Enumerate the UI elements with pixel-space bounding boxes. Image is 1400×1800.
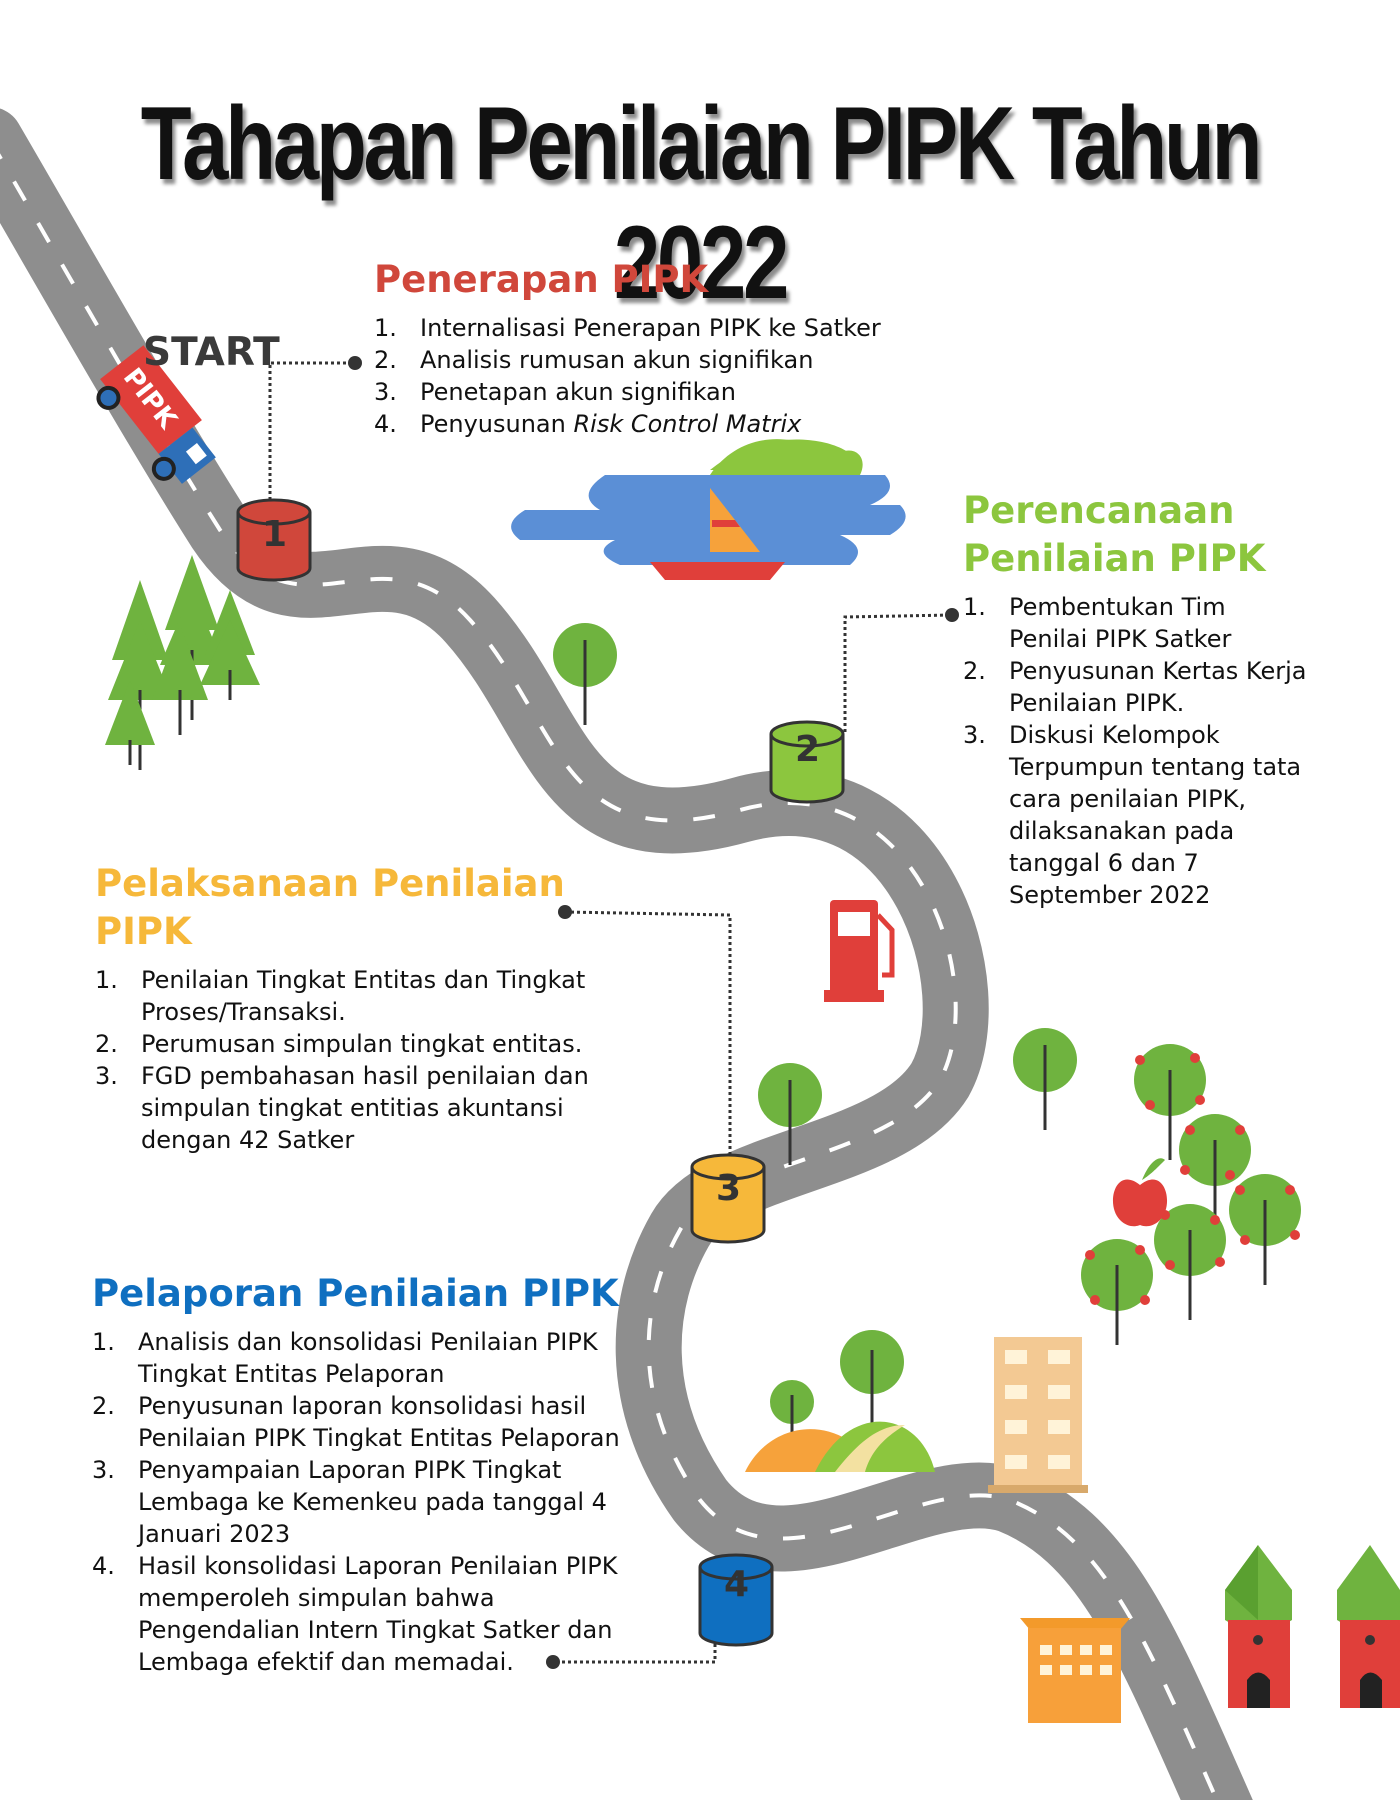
list-item: 4. Penyusunan Risk Control Matrix	[374, 410, 802, 438]
marker-2: 2	[769, 720, 845, 804]
svg-text:4: 4	[724, 1564, 749, 1605]
stage-4-title: Pelaporan Penilaian PIPK	[92, 1272, 619, 1315]
start-label: START	[143, 330, 280, 375]
building-icon	[988, 1337, 1088, 1493]
page-title: Tahapan Penilaian PIPK Tahun 2022	[140, 86, 1263, 321]
houses-icon	[1225, 1545, 1400, 1708]
list-item: 2. Analisis rumusan akun signifikan	[374, 346, 814, 374]
stage-4-pelaporan: Pelaporan Penilaian PIPK 1. Analisis dan …	[92, 1270, 652, 1678]
stage-1-list: 1. Internalisasi Penerapan PIPK ke Satker…	[374, 312, 934, 440]
stage-3-list: 1. Penilaian Tingkat Entitas dan Tingkat P…	[95, 964, 615, 1156]
stage-3-title: Pelaksanaan Penilaian PIPK	[95, 862, 565, 953]
road-center-line	[0, 153, 1219, 1800]
stage-2-perencanaan: Perencanaan Penilaian PIPK 1. Pembentukan …	[963, 487, 1353, 911]
list-item: 3. FGD pembahasan hasil penilaian dan simp…	[95, 1062, 589, 1154]
marker-3: 3	[690, 1153, 766, 1244]
list-item: 3. Penyampaian Laporan PIPK Tingkat Lembag…	[92, 1456, 607, 1548]
list-item: 1. Internalisasi Penerapan PIPK ke Satker	[374, 314, 881, 342]
list-item: 3. Diskusi Kelompok Terpumpun tentang tata…	[963, 721, 1302, 909]
list-item: 1. Penilaian Tingkat Entitas dan Tingkat P…	[95, 966, 586, 1026]
list-item: 3. Penetapan akun signifikan	[374, 378, 736, 406]
shop-icon	[1020, 1618, 1130, 1723]
round-tree-icon	[553, 623, 1077, 1445]
svg-text:3: 3	[716, 1168, 741, 1209]
marker-4: 4	[698, 1553, 774, 1647]
stage-2-list: 1. Pembentukan Tim Penilai PIPK Satker 2. P…	[963, 591, 1353, 911]
pine-trees-icon	[105, 555, 260, 770]
lake-icon	[511, 439, 906, 580]
stage-2-title: Perencanaan Penilaian PIPK	[963, 489, 1266, 580]
hills-icon	[745, 1421, 935, 1472]
stage-3-pelaksanaan: Pelaksanaan Penilaian PIPK 1. Penilaian Ti…	[95, 860, 615, 1156]
list-item: 2. Penyusunan Kertas Kerja Penilaian PIPK.	[963, 657, 1307, 717]
list-item: 2. Penyusunan laporan konsolidasi hasil Pe…	[92, 1392, 620, 1452]
truck-icon: PIPK	[96, 345, 216, 484]
list-item: 1. Analisis dan konsolidasi Penilaian PIP…	[92, 1328, 598, 1388]
list-item: 4. Hasil konsolidasi Laporan Penilaian PI…	[92, 1552, 618, 1676]
list-item: 2. Perumusan simpulan tingkat entitas.	[95, 1030, 583, 1058]
gas-pump-icon	[824, 900, 895, 1002]
stage-1-penerapan: Penerapan PIPK 1. Internalisasi Penerapan…	[374, 256, 934, 440]
marker-1: 1	[236, 498, 312, 582]
svg-text:1: 1	[262, 514, 287, 555]
stage-4-list: 1. Analisis dan konsolidasi Penilaian PIP…	[92, 1326, 652, 1678]
svg-text:2: 2	[795, 729, 820, 770]
stage-1-title: Penerapan PIPK	[374, 258, 709, 301]
leader-dots	[348, 356, 959, 1669]
list-item: 1. Pembentukan Tim Penilai PIPK Satker	[963, 593, 1232, 653]
apple-trees-icon	[1081, 1044, 1301, 1345]
